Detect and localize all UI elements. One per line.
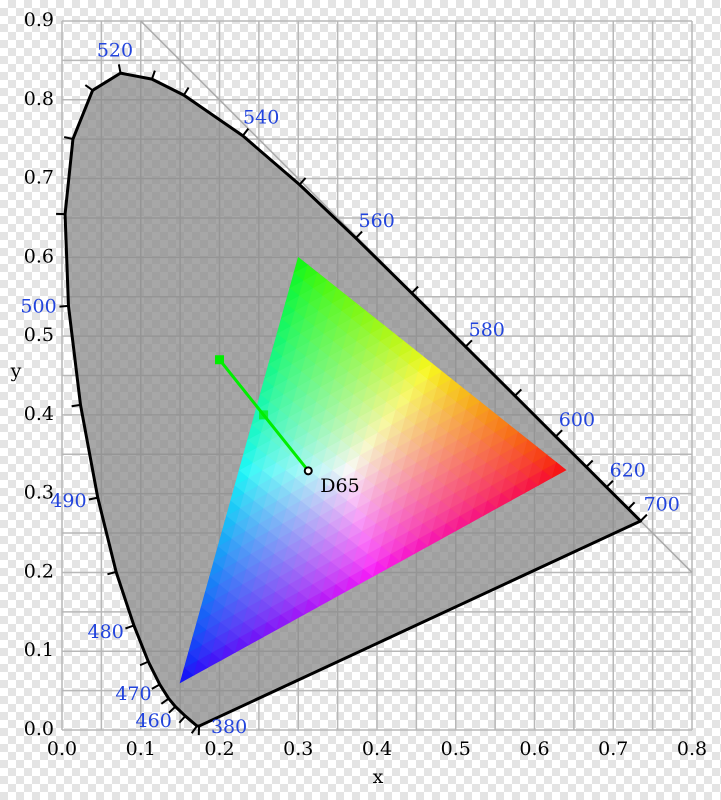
gamut-cell bbox=[398, 340, 414, 357]
wavelength-tick bbox=[160, 697, 170, 705]
y-tick-label: 0.9 bbox=[24, 9, 54, 31]
gamut-cell bbox=[532, 446, 548, 464]
gamut-cell bbox=[379, 325, 395, 342]
gamut-cell bbox=[370, 317, 385, 334]
wavelength-tick bbox=[555, 429, 563, 438]
gamut-cell bbox=[427, 363, 443, 380]
wavelength-tick bbox=[125, 624, 135, 630]
wavelength-tick bbox=[168, 705, 177, 714]
y-tick-label: 0.6 bbox=[24, 245, 54, 267]
gamut-cell bbox=[542, 454, 557, 471]
hue-point bbox=[259, 410, 269, 420]
wavelength-tick bbox=[117, 64, 122, 74]
gamut-cell bbox=[494, 416, 510, 433]
wavelength-tick bbox=[107, 570, 117, 576]
wavelength-tick bbox=[71, 403, 81, 408]
wavelength-tick bbox=[178, 715, 187, 724]
y-axis-label: y bbox=[10, 360, 22, 382]
gamut-cell bbox=[475, 401, 491, 418]
wavelength-tick bbox=[150, 70, 156, 80]
wavelength-tick bbox=[355, 230, 363, 239]
plot: 380 460 470 480 490 500 520 540 560 580 600 620 700 D… bbox=[20, 40, 679, 739]
y-tick-label: 0.8 bbox=[24, 88, 54, 110]
wavelength-label: 470 bbox=[115, 683, 151, 705]
gamut-cell bbox=[312, 272, 328, 289]
wavelength-tick bbox=[84, 84, 94, 92]
x-tick-label: 0.7 bbox=[598, 738, 628, 760]
white-point bbox=[303, 466, 313, 476]
white-point-label: D65 bbox=[320, 475, 359, 497]
x-tick-label: 0.0 bbox=[47, 738, 77, 760]
wavelength-label: 490 bbox=[50, 490, 86, 512]
gamut-cell bbox=[551, 461, 567, 479]
y-tick-label: 0.3 bbox=[24, 482, 54, 504]
wavelength-label: 480 bbox=[88, 621, 124, 643]
wavelength-label: 520 bbox=[97, 40, 133, 62]
x-tick-label: 0.2 bbox=[204, 738, 234, 760]
wavelength-label: 460 bbox=[136, 710, 172, 732]
gamut-cell bbox=[484, 408, 500, 426]
wavelength-tick bbox=[585, 459, 594, 468]
gamut-cell bbox=[446, 378, 462, 395]
gamut-cell bbox=[350, 302, 366, 319]
wavelength-label: 580 bbox=[469, 319, 505, 341]
x-tick-label: 0.5 bbox=[441, 738, 471, 760]
x-tick-label: 0.1 bbox=[126, 738, 156, 760]
y-tick-label: 0.0 bbox=[24, 718, 54, 740]
x-tick-label: 0.8 bbox=[677, 738, 707, 760]
gamut-cell bbox=[465, 393, 481, 410]
wavelength-tick bbox=[627, 501, 636, 510]
wavelength-label: 600 bbox=[559, 409, 595, 431]
wavelength-tick bbox=[88, 496, 98, 501]
x-tick-label: 0.3 bbox=[283, 738, 313, 760]
wavelength-label: 620 bbox=[610, 460, 646, 482]
wavelength-tick bbox=[639, 513, 648, 522]
gamut-cell bbox=[503, 423, 519, 441]
wavelength-tick bbox=[59, 304, 69, 308]
gamut-cell bbox=[322, 279, 338, 296]
gamut-cell bbox=[303, 264, 318, 281]
hue-point bbox=[215, 355, 224, 365]
gamut-cell bbox=[389, 332, 404, 350]
wavelength-tick bbox=[63, 136, 74, 140]
wavelength-tick bbox=[298, 177, 307, 186]
wavelength-tick bbox=[151, 683, 161, 690]
y-tick-label: 0.1 bbox=[24, 639, 54, 661]
gamut-cell bbox=[408, 347, 424, 365]
y-tick-label: 0.4 bbox=[24, 403, 54, 425]
gamut-cell bbox=[523, 439, 538, 456]
wavelength-tick bbox=[242, 128, 250, 137]
gamut-cell bbox=[331, 287, 347, 304]
x-axis-label: x bbox=[373, 766, 384, 788]
y-tick-label: 0.7 bbox=[24, 167, 54, 189]
x-tick-label: 0.4 bbox=[362, 738, 392, 760]
x-tick-label: 0.6 bbox=[519, 738, 549, 760]
gamut-cell bbox=[341, 294, 357, 312]
wavelength-tick bbox=[411, 285, 419, 294]
wavelength-label: 560 bbox=[359, 210, 395, 232]
wavelength-tick bbox=[182, 86, 190, 96]
gamut-cell bbox=[417, 355, 433, 372]
wavelength-tick bbox=[605, 480, 614, 488]
gamut-cell bbox=[513, 431, 529, 448]
wavelength-label: 500 bbox=[20, 296, 56, 318]
gamut-cell bbox=[436, 370, 452, 388]
wavelength-tick bbox=[514, 388, 523, 397]
wavelength-tick bbox=[464, 339, 473, 348]
y-tick-label: 0.2 bbox=[24, 560, 54, 582]
wavelength-tick bbox=[190, 725, 198, 734]
wavelength-label: 380 bbox=[211, 716, 247, 738]
wavelength-label: 540 bbox=[243, 106, 279, 128]
gamut-cell bbox=[293, 256, 309, 274]
gamut-cell bbox=[360, 309, 376, 327]
y-tick-label: 0.5 bbox=[24, 324, 54, 346]
gamut-shade bbox=[179, 256, 567, 684]
gamut-cell bbox=[456, 385, 471, 403]
wavelength-tick bbox=[139, 660, 149, 667]
wavelength-label: 700 bbox=[644, 493, 680, 515]
